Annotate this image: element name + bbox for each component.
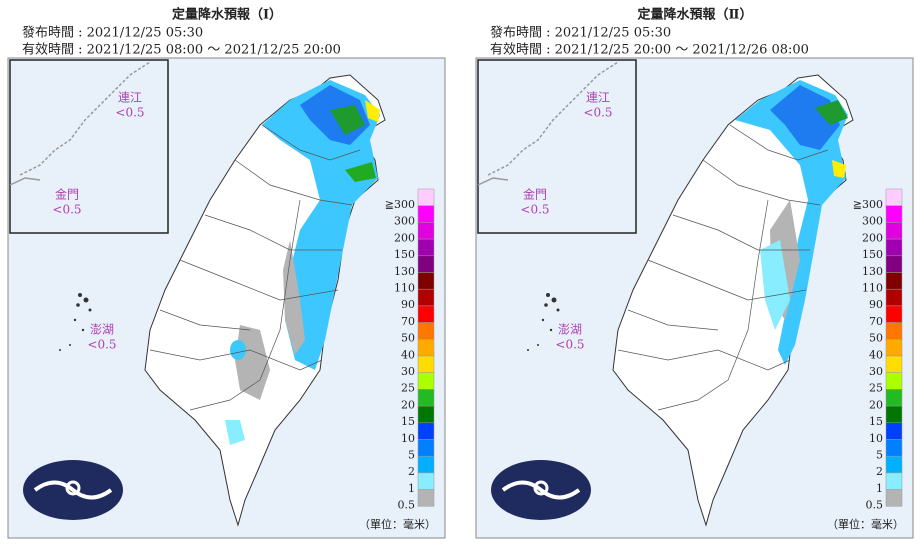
legend-label: 90 [869,298,883,311]
island-value: <0.5 [87,338,116,352]
legend-swatch [885,305,903,323]
legend-swatch [417,305,435,323]
legend-label: 110 [862,282,883,295]
legend-swatch [417,188,435,206]
legend-label: 40 [401,348,415,361]
legend-swatch [885,222,903,240]
legend-swatch [885,339,903,357]
legend-swatch [417,222,435,240]
legend-label: 10 [401,432,415,445]
legend-label: ≧300 [853,198,883,211]
legend-label: 50 [869,332,883,345]
legend-swatch [417,489,435,507]
legend-swatch [417,405,435,424]
issued-time: 發布時間 : 2021/12/25 05:30 [22,26,203,41]
legend-label: 5 [408,449,415,462]
legend-swatch [885,355,903,373]
legend-label: 20 [401,398,415,411]
legend-swatch [885,322,903,340]
legend-swatch [417,372,435,390]
legend-label: ≧300 [385,198,415,211]
legend-swatch [885,439,903,457]
legend-swatch [885,455,903,474]
unit: （單位：毫米） [359,517,436,531]
issued-time: 發布時間 : 2021/12/25 05:30 [490,26,671,41]
legend-label: 1 [408,482,415,495]
legend-swatch [417,205,435,223]
legend-swatch [885,389,903,407]
island-value: <0.5 [555,338,584,352]
island-name: 連江 [118,91,142,105]
legend-label: 200 [394,231,415,244]
legend-label: 300 [394,215,415,228]
valid-time: 有效時間 : 2021/12/25 20:00 ～ 2021/12/26 08:… [490,43,809,58]
island-name: 澎湖 [558,322,582,337]
legend-label: 70 [869,315,883,328]
legend-label: 130 [394,265,415,278]
legend-label: 2 [876,465,883,478]
unit: （單位：毫米） [827,517,904,531]
legend-label: 15 [869,415,883,428]
island-name: 金門 [523,187,547,202]
legend-swatch [885,372,903,390]
legend-swatch [417,389,435,407]
legend-swatch [885,472,903,490]
legend-label: 10 [869,432,883,445]
legend-label: 300 [862,215,883,228]
legend-label: 20 [869,398,883,411]
title: 定量降水預報（Ⅱ） [637,7,753,23]
legend-label: 150 [394,248,415,261]
legend-label: 0.5 [866,499,884,512]
legend-swatch [417,472,435,490]
panel-map-1 [7,57,446,539]
legend-swatch [885,188,903,206]
legend-swatch [417,238,435,257]
island-value: <0.5 [115,106,144,120]
island-value: <0.5 [52,203,81,217]
legend-swatch [885,489,903,507]
legend-label: 25 [401,382,415,395]
valid-time: 有效時間 : 2021/12/25 08:00 ～ 2021/12/25 20:… [22,43,341,58]
legend-label: 130 [862,265,883,278]
legend-swatch [417,355,435,373]
panel-map-2 [475,57,914,539]
legend-label: 0.5 [398,499,416,512]
legend-label: 30 [869,365,883,378]
island-value: <0.5 [520,203,549,217]
island-value: <0.5 [583,106,612,120]
legend-swatch [885,255,903,273]
legend-swatch [885,272,903,290]
legend-label: 110 [394,282,415,295]
legend-swatch [885,205,903,223]
island-name: 連江 [586,91,610,105]
legend-swatch [417,255,435,273]
legend-swatch [417,288,435,307]
legend-swatch [417,455,435,474]
island-name: 澎湖 [90,322,114,337]
legend-label: 90 [401,298,415,311]
legend-swatch [417,339,435,357]
legend-swatch [885,405,903,424]
legend-label: 2 [408,465,415,478]
island-name: 金門 [55,187,79,202]
legend-swatch [885,288,903,307]
legend-label: 150 [862,248,883,261]
legend-label: 200 [862,231,883,244]
legend-label: 15 [401,415,415,428]
title: 定量降水預報（Ⅰ） [171,7,282,23]
legend-swatch [885,238,903,257]
legend-label: 50 [401,332,415,345]
legend-swatch [417,272,435,290]
legend-label: 40 [869,348,883,361]
legend-swatch [885,422,903,440]
legend-swatch [417,322,435,340]
legend-label: 1 [876,482,883,495]
legend-swatch [417,439,435,457]
legend-swatch [417,422,435,440]
legend-label: 25 [869,382,883,395]
legend-label: 5 [876,449,883,462]
legend-label: 70 [401,315,415,328]
legend-label: 30 [401,365,415,378]
